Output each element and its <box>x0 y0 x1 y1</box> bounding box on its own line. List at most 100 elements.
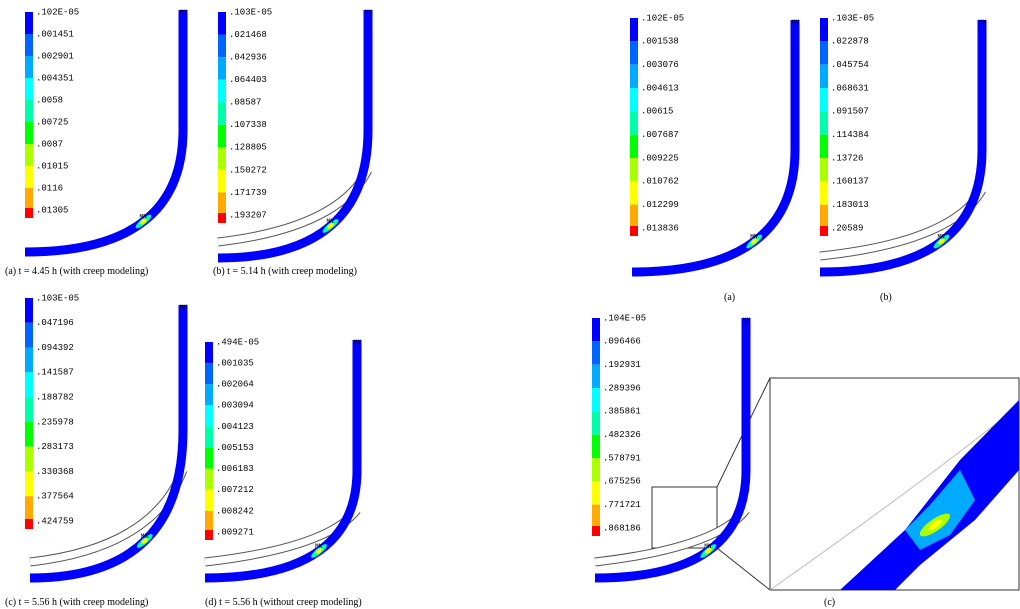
caption: (b) t = 5.14 h (with creep modeling) <box>213 266 357 277</box>
legend-label: .103E-05 <box>229 7 272 17</box>
legend-label: .004613 <box>641 83 679 93</box>
legend-label: .008242 <box>216 506 254 516</box>
legend-label: .424759 <box>36 516 74 526</box>
legend-label: .102E-05 <box>36 7 79 17</box>
legend-label: .045754 <box>831 60 869 70</box>
legend-swatch <box>592 365 600 388</box>
min-marker: MN <box>327 218 335 225</box>
legend-swatch <box>630 41 638 64</box>
legend-swatch <box>25 447 33 472</box>
legend-swatch <box>630 181 638 204</box>
legend-label: .171739 <box>229 188 267 198</box>
legend-swatch <box>592 435 600 458</box>
legend-swatch <box>25 323 33 348</box>
legend-label: .009225 <box>641 153 679 163</box>
legend-label: .385861 <box>603 407 641 417</box>
legend-swatch <box>218 57 226 80</box>
legend-swatch <box>218 12 226 35</box>
legend-label: .091507 <box>831 107 869 117</box>
max-marker: MX <box>743 317 751 324</box>
min-marker: MN <box>704 543 712 550</box>
legend-label: .330368 <box>36 467 74 477</box>
legend-swatch <box>205 426 213 447</box>
legend-swatch <box>218 35 226 58</box>
min-marker: MN <box>140 214 148 221</box>
legend-label: .001538 <box>641 37 679 47</box>
max-marker: MX <box>354 339 362 346</box>
legend-label: .00615 <box>641 107 673 117</box>
legend-label: .578791 <box>603 453 641 463</box>
legend-swatch <box>592 318 600 341</box>
legend-label: .068631 <box>831 83 869 93</box>
legend-label: .188782 <box>36 392 74 402</box>
caption: (c) <box>824 597 835 608</box>
legend-swatch <box>25 78 33 100</box>
legend-label: .104E-05 <box>603 313 646 323</box>
legend-swatch <box>630 88 638 111</box>
panel: .494E-05.001035.002064.003094.004123.005… <box>205 337 362 608</box>
legend-label: .103E-05 <box>36 293 79 303</box>
legend-swatch <box>25 166 33 188</box>
min-marker: MN <box>750 234 758 241</box>
max-marker: MX <box>979 19 987 26</box>
legend-swatch <box>25 208 33 218</box>
legend-swatch <box>592 341 600 364</box>
legend-swatch <box>820 88 828 111</box>
legend-swatch <box>630 18 638 41</box>
legend-swatch <box>25 519 33 529</box>
legend-swatch <box>218 170 226 193</box>
legend-swatch <box>820 65 828 88</box>
pipe <box>820 20 982 272</box>
legend-label: .064403 <box>229 75 267 85</box>
legend-label: .022878 <box>831 37 869 47</box>
legend-swatch <box>218 147 226 170</box>
legend-label: .009271 <box>216 527 254 537</box>
legend-label: .00725 <box>36 117 68 127</box>
legend-swatch <box>25 372 33 397</box>
legend-label: .021468 <box>229 30 267 40</box>
legend-label: .010762 <box>641 177 679 187</box>
legend-label: .007212 <box>216 485 254 495</box>
legend-swatch <box>205 490 213 511</box>
legend-swatch <box>820 158 828 181</box>
legend-label: .160137 <box>831 177 869 187</box>
legend-label: .012299 <box>641 200 679 210</box>
panel: .103E-05.047196.094392.141587.188782.235… <box>5 293 188 608</box>
caption: (a) t = 4.45 h (with creep modeling) <box>5 266 148 277</box>
legend-label: .283173 <box>36 442 74 452</box>
legend-swatch <box>820 18 828 41</box>
legend-swatch <box>25 34 33 56</box>
max-marker: MX <box>365 9 373 16</box>
legend-swatch <box>592 411 600 434</box>
legend-swatch <box>205 530 213 540</box>
legend-label: .007687 <box>641 130 679 140</box>
legend-label: .193207 <box>229 210 267 220</box>
legend-swatch <box>25 496 33 521</box>
legend-label: .001035 <box>216 358 254 368</box>
legend-label: .141587 <box>36 368 74 378</box>
legend-label: .377564 <box>36 492 74 502</box>
legend-swatch <box>218 213 226 223</box>
legend-swatch <box>25 12 33 34</box>
legend-swatch <box>25 348 33 373</box>
legend-swatch <box>592 458 600 481</box>
legend-label: .005153 <box>216 443 254 453</box>
legend-swatch <box>205 342 213 363</box>
pipe <box>205 340 357 578</box>
legend-label: .13726 <box>831 153 863 163</box>
legend-swatch <box>25 471 33 496</box>
legend-swatch <box>592 481 600 504</box>
legend-label: .013836 <box>641 223 679 233</box>
legend-swatch <box>592 505 600 528</box>
legend-label: .094392 <box>36 343 74 353</box>
legend-swatch <box>25 188 33 210</box>
legend-label: .183013 <box>831 200 869 210</box>
legend-swatch <box>25 144 33 166</box>
legend-label: .096466 <box>603 337 641 347</box>
legend-label: .192931 <box>603 360 641 370</box>
legend-label: .003094 <box>216 401 254 411</box>
legend-label: .042936 <box>229 52 267 62</box>
legend-swatch <box>820 111 828 134</box>
legend-swatch <box>25 298 33 323</box>
legend-label: .128805 <box>229 143 267 153</box>
